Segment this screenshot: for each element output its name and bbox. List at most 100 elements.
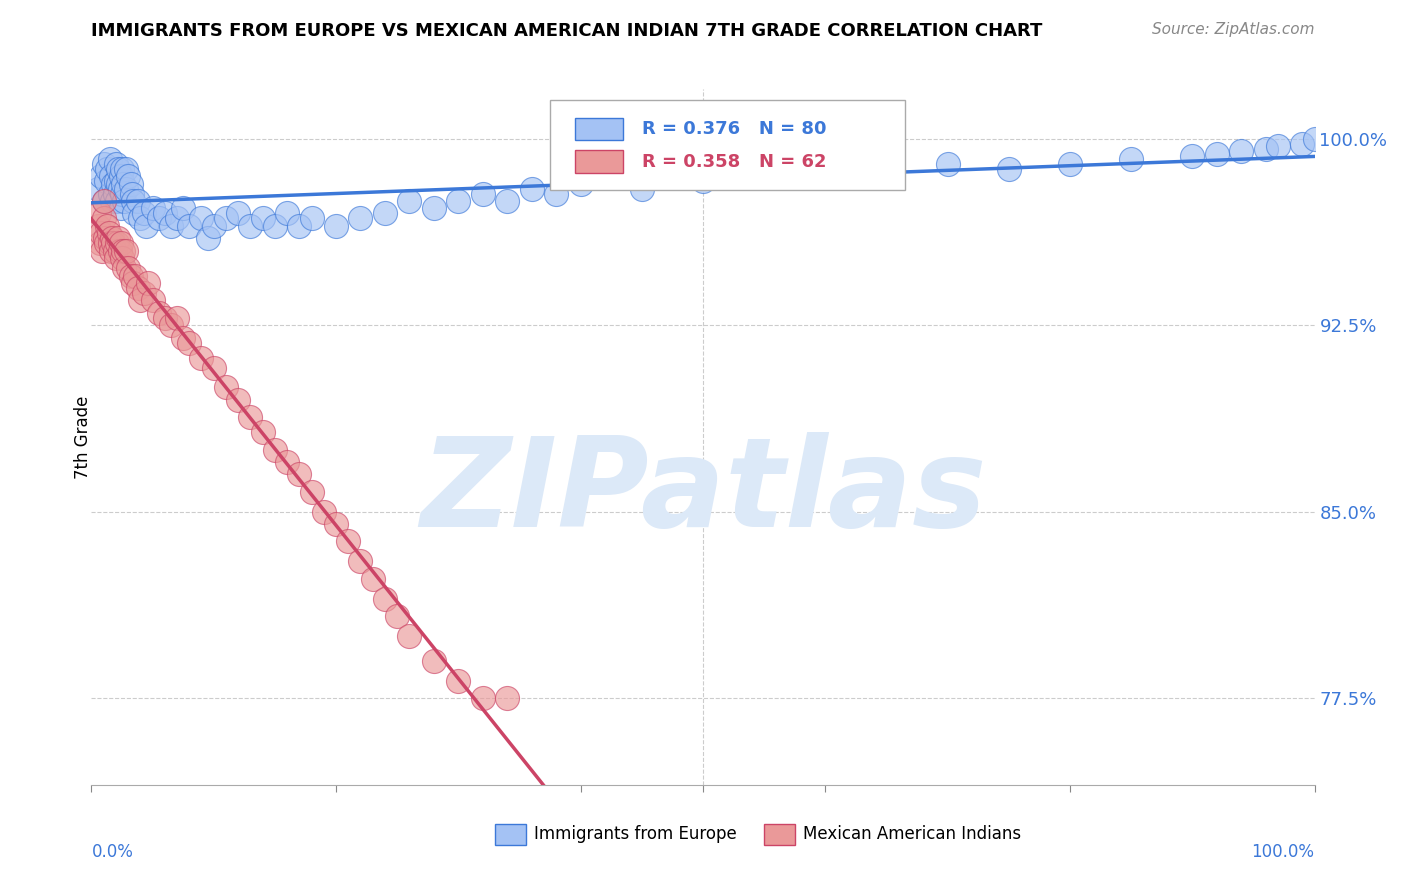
Point xyxy=(101,231,124,245)
Point xyxy=(447,673,470,688)
Point xyxy=(104,244,127,258)
Point xyxy=(202,219,225,233)
Point xyxy=(141,202,163,216)
Point xyxy=(1291,136,1313,151)
Point xyxy=(264,219,287,233)
Point xyxy=(98,152,121,166)
Text: IMMIGRANTS FROM EUROPE VS MEXICAN AMERICAN INDIAN 7TH GRADE CORRELATION CHART: IMMIGRANTS FROM EUROPE VS MEXICAN AMERIC… xyxy=(91,22,1043,40)
Text: 0.0%: 0.0% xyxy=(91,843,134,861)
Point xyxy=(117,261,139,276)
Point xyxy=(288,219,311,233)
Point xyxy=(179,335,201,350)
Point xyxy=(631,181,654,195)
Point xyxy=(197,231,219,245)
Point xyxy=(288,467,311,482)
Point xyxy=(215,380,238,394)
Point xyxy=(337,534,360,549)
Point xyxy=(122,194,145,208)
Point xyxy=(301,484,323,499)
Point xyxy=(202,360,225,375)
FancyBboxPatch shape xyxy=(495,824,526,845)
FancyBboxPatch shape xyxy=(575,118,623,140)
Point xyxy=(94,231,117,245)
Point xyxy=(107,161,129,176)
Point xyxy=(127,281,149,295)
Point xyxy=(1205,146,1227,161)
Point xyxy=(374,206,396,220)
Point xyxy=(111,251,134,265)
Point xyxy=(132,206,155,220)
Point xyxy=(100,244,122,258)
Point xyxy=(875,169,898,183)
Point xyxy=(108,181,131,195)
Point xyxy=(127,194,149,208)
Point xyxy=(114,181,136,195)
Point xyxy=(1181,149,1204,163)
Point xyxy=(104,157,127,171)
Point xyxy=(148,306,170,320)
Point xyxy=(98,236,121,251)
Point xyxy=(325,219,347,233)
Point xyxy=(101,194,124,208)
Point xyxy=(104,174,127,188)
Point xyxy=(93,194,115,208)
Point xyxy=(111,186,134,201)
Point xyxy=(160,219,183,233)
Point xyxy=(124,268,146,283)
Point xyxy=(90,169,112,183)
Point xyxy=(98,186,121,201)
Point xyxy=(120,177,142,191)
Point xyxy=(103,177,125,191)
Point xyxy=(385,609,409,624)
Point xyxy=(398,629,420,643)
Text: ZIPatlas: ZIPatlas xyxy=(420,433,986,553)
Point xyxy=(111,161,134,176)
Point xyxy=(90,227,112,241)
Point xyxy=(121,186,143,201)
Point xyxy=(110,236,132,251)
Point xyxy=(1267,139,1289,153)
Point xyxy=(141,293,163,308)
Text: 100.0%: 100.0% xyxy=(1251,843,1315,861)
Point xyxy=(104,186,127,201)
Point xyxy=(276,206,298,220)
Point xyxy=(546,186,568,201)
Point xyxy=(239,219,262,233)
Point xyxy=(107,177,129,191)
Point xyxy=(569,177,592,191)
Point xyxy=(97,227,120,241)
Point xyxy=(239,410,262,425)
Point xyxy=(94,236,117,251)
Point xyxy=(1059,157,1081,171)
Text: R = 0.358   N = 62: R = 0.358 N = 62 xyxy=(643,153,827,170)
Point xyxy=(754,169,776,183)
Point xyxy=(160,318,183,333)
Point xyxy=(496,194,519,208)
Point xyxy=(374,591,396,606)
Point xyxy=(136,276,159,290)
Point xyxy=(93,211,115,226)
Point xyxy=(91,244,114,258)
Point xyxy=(108,244,131,258)
Point xyxy=(349,554,371,568)
Point xyxy=(112,194,135,208)
Text: Source: ZipAtlas.com: Source: ZipAtlas.com xyxy=(1152,22,1315,37)
Text: Mexican American Indians: Mexican American Indians xyxy=(803,825,1021,843)
Point xyxy=(120,268,142,283)
Point xyxy=(276,455,298,469)
Point xyxy=(114,244,136,258)
Point xyxy=(936,157,959,171)
Point xyxy=(117,169,139,183)
Point xyxy=(252,425,274,439)
Point xyxy=(301,211,323,226)
Point xyxy=(398,194,420,208)
Point xyxy=(107,231,129,245)
Point xyxy=(94,174,117,188)
Point xyxy=(86,181,108,195)
Point xyxy=(135,219,157,233)
FancyBboxPatch shape xyxy=(550,100,905,190)
Point xyxy=(1121,152,1143,166)
Point xyxy=(190,211,212,226)
Point xyxy=(112,177,135,191)
Point xyxy=(153,310,176,325)
